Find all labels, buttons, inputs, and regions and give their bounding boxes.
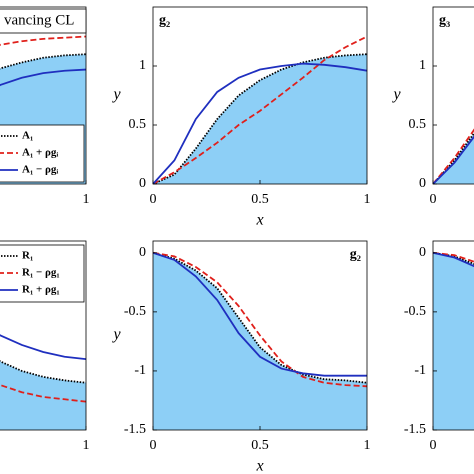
y-tick-label: 0	[419, 176, 426, 191]
x-tick-label: 0	[150, 192, 157, 207]
axes-frame	[0, 6, 87, 185]
area-fill	[153, 54, 367, 184]
panel	[433, 128, 474, 184]
panel	[153, 35, 367, 184]
y-tick-label: 0	[419, 245, 426, 260]
legend-label: A₁	[22, 130, 33, 142]
x-axis-label: x	[255, 458, 263, 474]
series-line	[433, 135, 474, 184]
panel-label: g₂	[350, 247, 361, 262]
series-line	[433, 128, 474, 184]
panel-title: vancing CL	[4, 12, 74, 28]
series-line	[0, 68, 86, 87]
y-tick-label: 0.5	[409, 117, 427, 132]
y-tick-label: 0.5	[129, 117, 147, 132]
x-tick-label: 1	[364, 192, 371, 207]
series-line	[153, 53, 367, 184]
y-tick-label: -0.5	[124, 304, 146, 319]
legend-box	[0, 244, 85, 303]
series-line	[153, 35, 367, 184]
y-tick-label: 1	[139, 58, 146, 73]
y-tick-label: 0	[139, 245, 146, 260]
series-line	[0, 334, 86, 361]
y-axis-label: y	[111, 326, 121, 343]
legend-label: R₁	[22, 250, 33, 262]
y-tick-label: -0.5	[404, 304, 426, 319]
legend-label: R₁ + ρg₁	[22, 284, 60, 296]
axes-frame	[432, 240, 474, 431]
legend-label: A₁ + ρgᵢ	[22, 147, 58, 159]
title-box	[0, 8, 87, 34]
x-tick-label: 0	[430, 438, 437, 453]
y-tick-label: -1.5	[124, 422, 146, 437]
area-fill	[433, 133, 474, 184]
x-tick-label: 1	[83, 192, 90, 207]
panel-label: g₂	[159, 13, 170, 28]
series-line	[153, 62, 367, 184]
series-line	[433, 251, 474, 263]
area-fill	[433, 252, 474, 430]
x-tick-label: 0	[430, 192, 437, 207]
panel	[0, 334, 86, 430]
x-axis-label: x	[255, 212, 263, 229]
series-line	[153, 251, 367, 377]
area-fill	[0, 361, 86, 430]
x-tick-label: 0.5	[251, 438, 269, 453]
panel	[433, 251, 474, 430]
series-line	[153, 251, 367, 388]
y-axis-label: y	[111, 86, 121, 103]
axes-frame	[432, 6, 474, 185]
y-tick-label: 0	[139, 176, 146, 191]
y-tick-label: -1	[414, 363, 426, 378]
area-fill	[153, 252, 367, 430]
legend-box	[0, 124, 85, 183]
y-tick-label: -1.5	[404, 422, 426, 437]
series-line	[0, 35, 86, 46]
series-line	[153, 251, 367, 384]
y-tick-label: -1	[134, 363, 146, 378]
x-tick-label: 0	[150, 438, 157, 453]
x-tick-label: 1	[364, 438, 371, 453]
panel	[153, 251, 367, 430]
x-tick-label: 1	[83, 438, 90, 453]
series-line	[0, 383, 86, 403]
y-axis-label: y	[391, 86, 401, 103]
y-tick-label: 1	[419, 58, 426, 73]
panel-label: g₃	[439, 13, 450, 28]
legend-label: A₁ − ρgᵢ	[22, 164, 58, 176]
x-tick-label: 0.5	[251, 192, 269, 207]
legend-label: R₁ − ρg₁	[22, 267, 60, 279]
series-line	[433, 251, 474, 268]
axes-frame	[0, 240, 87, 431]
series-line	[0, 360, 86, 384]
